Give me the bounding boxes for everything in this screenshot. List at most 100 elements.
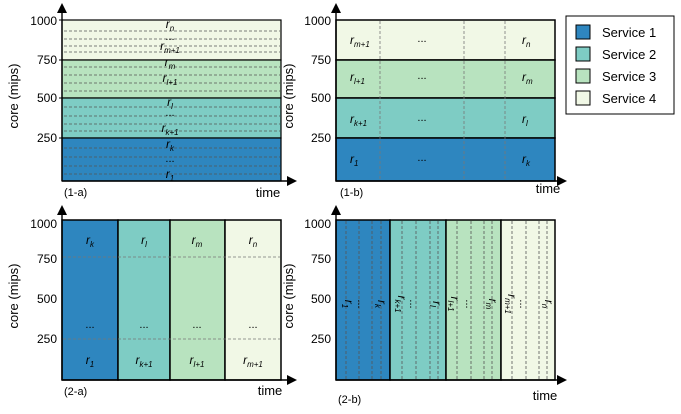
p1b-row0-right: rn xyxy=(522,33,531,49)
p1a-label-7: rk+1 xyxy=(161,121,178,137)
legend: Service 1 Service 2 Service 3 Service 4 xyxy=(565,15,675,115)
p1b-row3-dots: ... xyxy=(417,152,426,164)
p1a-label-9: ... xyxy=(165,153,174,165)
panel-1b: 1000 750 500 250 core (mips) time (1-b) … xyxy=(281,3,567,199)
p1a-label-2: rm+1 xyxy=(160,39,180,55)
legend-swatch-4 xyxy=(575,90,591,106)
p2a-request-labels: rk... r1 rl... rk+1 rm... rl+1 rn... rm+1 xyxy=(85,233,262,369)
p2a-col3-dots: ... xyxy=(248,319,257,331)
p2a-service4-col xyxy=(224,219,282,381)
p2b-label-4: ... xyxy=(407,299,419,308)
p1a-caption: (1-a) xyxy=(64,187,87,199)
p1a-tick-250: 250 xyxy=(37,131,57,145)
p2a-service1-col xyxy=(61,219,119,381)
p2a-xlabel: time xyxy=(258,383,283,398)
p2a-col2-dots: ... xyxy=(192,319,201,331)
p1a-label-3: rm xyxy=(165,55,176,71)
p1a-label-5: rl xyxy=(167,95,173,111)
p1b-tick-750: 750 xyxy=(311,53,331,67)
p1b-dashed-dividers xyxy=(379,21,506,181)
p2b-label-6: rl+1 xyxy=(446,297,462,312)
p2a-col2-bottom: rl+1 xyxy=(190,353,205,369)
p1b-request-labels: rm+1... rn rl+1... rm rk+1... rl r1... rk xyxy=(350,33,533,168)
p1b-row0-dots: ... xyxy=(417,33,426,45)
p1a-tick-750: 750 xyxy=(37,53,57,67)
p1b-caption: (1-b) xyxy=(340,187,363,199)
p1b-tick-1000: 1000 xyxy=(304,14,331,28)
p2a-ylabel: core (mips) xyxy=(6,263,21,328)
p1b-row1-left: rl+1 xyxy=(350,70,365,86)
p1a-label-1: ... xyxy=(165,31,174,43)
p2b-label-9: rm+1 xyxy=(503,294,519,314)
p1b-xlabel: time xyxy=(536,181,561,196)
legend-label-1: Service 1 xyxy=(602,25,656,40)
p2b-label-8: rm xyxy=(484,299,500,310)
p1a-tick-marks xyxy=(59,19,62,139)
p1a-label-10: r1 xyxy=(166,167,174,183)
panel-2b: 1000 750 500 250 core (mips) time (2-b) … xyxy=(281,205,567,406)
p2a-col3-bottom: rm+1 xyxy=(243,353,263,369)
legend-label-3: Service 3 xyxy=(602,69,656,84)
p2b-tick-750: 750 xyxy=(311,252,331,266)
p2a-service3-col xyxy=(169,219,226,381)
p2a-col0-top: rk xyxy=(86,233,95,249)
p1a-ylabel: core (mips) xyxy=(6,63,21,128)
p1b-row3-left: r1 xyxy=(350,152,358,168)
p2b-tick-250: 250 xyxy=(311,332,331,346)
p2a-col2-top: rm xyxy=(192,233,203,249)
p1b-row2-left: rk+1 xyxy=(350,112,367,128)
panel-2a: 1000 750 500 250 core (mips) time (2-a) … xyxy=(6,205,297,398)
p1b-tick-250: 250 xyxy=(311,131,331,145)
p2b-tick-500: 500 xyxy=(311,292,331,306)
legend-label-2: Service 2 xyxy=(602,47,656,62)
p2a-axes xyxy=(57,205,297,385)
p2b-caption: (2-b) xyxy=(338,394,361,406)
p2a-dashed-dividers xyxy=(63,256,280,340)
p1a-tick-500: 500 xyxy=(37,91,57,105)
p1a-axes xyxy=(57,3,297,186)
p2b-ylabel: core (mips) xyxy=(281,263,296,328)
p2b-label-2: rk xyxy=(373,300,389,309)
p1a-service3-band xyxy=(61,59,282,99)
p2a-tick-1000: 1000 xyxy=(30,217,57,231)
panel-1a: 1000 750 500 250 core (mips) time (1-a) … xyxy=(6,3,297,200)
p1a-xlabel: time xyxy=(256,185,281,200)
p1b-service4-band xyxy=(335,19,556,61)
legend-swatch-1 xyxy=(575,24,591,40)
p1a-label-6: ... xyxy=(165,107,174,119)
p2b-tick-1000: 1000 xyxy=(304,217,331,231)
p2b-label-1: ... xyxy=(355,299,367,308)
p2a-col1-top: rl xyxy=(141,233,147,249)
p1b-service2-band xyxy=(335,97,556,139)
legend-swatch-2 xyxy=(575,46,591,62)
p1a-label-4: rl+1 xyxy=(163,71,178,87)
p1b-row1-right: rm xyxy=(522,70,533,86)
p2a-col0-bottom: r1 xyxy=(86,353,94,369)
p2b-label-7: ... xyxy=(463,299,475,308)
p1b-row1-dots: ... xyxy=(417,70,426,82)
p2b-xlabel: time xyxy=(533,388,558,403)
p2b-axes xyxy=(331,205,567,385)
p2a-col0-dots: ... xyxy=(85,319,94,331)
p2a-col1-dots: ... xyxy=(139,319,148,331)
p2b-label-0: r1 xyxy=(340,300,356,308)
p2a-col1-bottom: rk+1 xyxy=(135,353,152,369)
p1b-axes xyxy=(331,3,567,186)
p1b-row2-right: rl xyxy=(522,112,528,128)
p2b-label-5: rl xyxy=(428,301,444,307)
p1b-row3-right: rk xyxy=(522,152,531,168)
p1a-service4-band xyxy=(61,19,282,61)
p1b-tick-500: 500 xyxy=(311,91,331,105)
p2a-tick-500: 500 xyxy=(37,292,57,306)
p2b-label-11: rn xyxy=(540,300,556,309)
p2a-caption: (2-a) xyxy=(64,386,87,398)
p2a-col3-top: rn xyxy=(249,233,258,249)
p2a-tick-250: 250 xyxy=(37,332,57,346)
p1a-dashed-dividers xyxy=(64,30,280,175)
legend-label-4: Service 4 xyxy=(602,91,656,106)
legend-swatch-3 xyxy=(575,68,591,84)
p1a-label-8: rk xyxy=(166,137,175,153)
